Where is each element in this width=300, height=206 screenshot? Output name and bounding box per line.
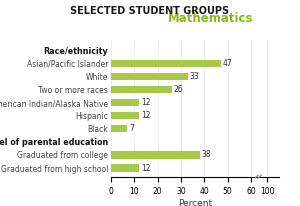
X-axis label: Percent: Percent — [178, 199, 212, 206]
Bar — [111, 151, 200, 159]
Bar — [111, 164, 139, 172]
Text: 12: 12 — [141, 111, 150, 120]
Text: 38: 38 — [202, 150, 211, 159]
Text: 12: 12 — [141, 164, 150, 172]
Bar — [111, 60, 221, 67]
Text: 47: 47 — [223, 59, 232, 68]
Text: 33: 33 — [190, 72, 200, 81]
Text: 7: 7 — [129, 124, 134, 133]
Text: Mathematics: Mathematics — [168, 12, 254, 25]
Bar — [111, 112, 139, 119]
Text: 12: 12 — [141, 98, 150, 107]
Bar — [111, 86, 172, 93]
Text: 26: 26 — [173, 85, 183, 94]
Bar — [111, 99, 139, 106]
Text: SELECTED STUDENT GROUPS: SELECTED STUDENT GROUPS — [70, 6, 230, 16]
Bar — [111, 125, 127, 132]
Bar — [111, 73, 188, 80]
